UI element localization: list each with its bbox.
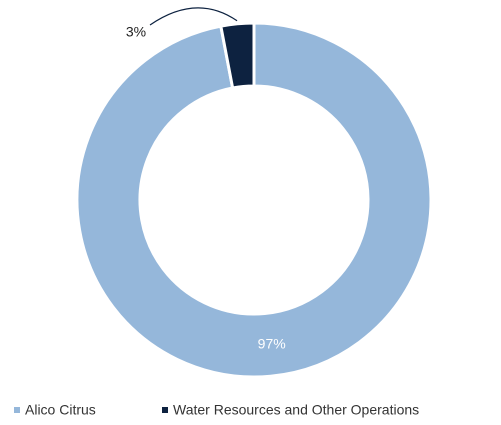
legend-label: Alico Citrus xyxy=(25,402,96,418)
donut-slice xyxy=(75,21,433,379)
legend-label: Water Resources and Other Operations xyxy=(173,402,419,418)
legend-swatch xyxy=(14,407,20,413)
leader-line xyxy=(149,7,238,26)
donut-slice xyxy=(219,21,256,90)
data-label: 97% xyxy=(258,336,286,352)
data-label: 3% xyxy=(126,24,146,40)
legend-swatch xyxy=(162,407,168,413)
